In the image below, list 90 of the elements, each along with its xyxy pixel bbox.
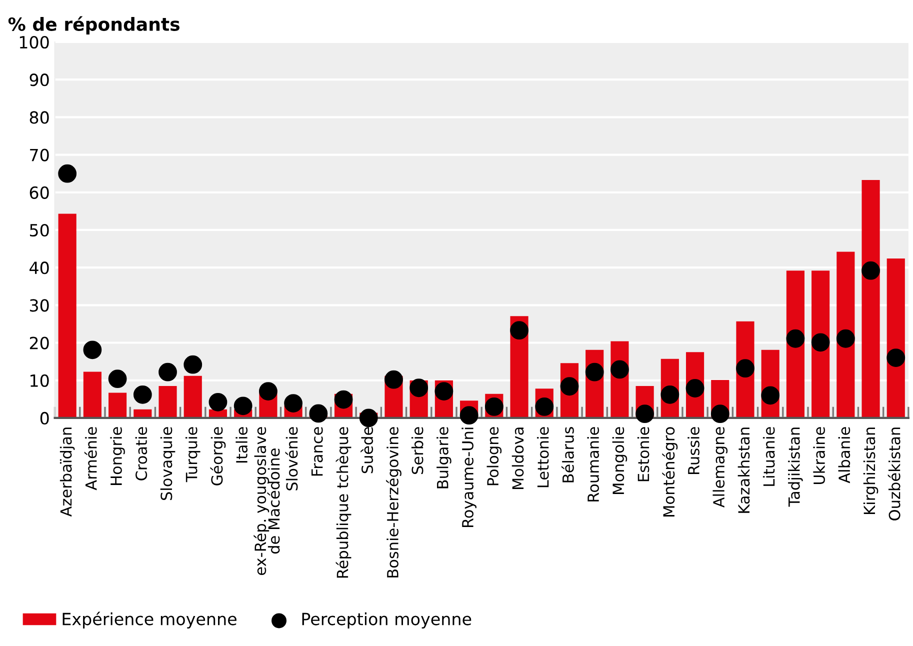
x-tick-label: Allemagne [712,427,728,508]
point [736,359,754,378]
bar [862,180,880,418]
y-tick-label: 90 [30,74,49,86]
point [58,164,77,183]
x-tick-label: Albanie [838,427,850,484]
x-tick-label: Arménie [84,427,97,490]
y-tick-label: 10 [30,374,49,387]
point [158,362,177,382]
x-tick-label: Croatie [135,427,148,480]
x-tick-label: Suède [360,427,374,474]
bar [184,376,202,418]
bar [108,392,127,418]
legend-label: Expérience moyenne [62,612,236,629]
bar [158,386,177,418]
legend-label: Perception moyenne [302,612,472,629]
point [460,406,478,425]
point [660,385,680,404]
x-tick-label: ex-Rép. yougoslave de Macédoine [254,427,280,576]
y-tick-label: 50 [30,224,49,237]
x-tick-label: Géorgie [210,427,226,486]
x-tick-label: Royaume-Uni [462,428,476,528]
x-tick-label: Ouzbékistan [888,428,900,520]
bar [83,372,102,418]
point [284,394,302,412]
x-tick-label: Lettonie [536,427,549,488]
x-tick-label: Slovénie [285,427,298,490]
point [560,377,579,396]
point [83,340,102,360]
x-tick-label: Monténégro [662,427,678,516]
point [686,379,704,398]
point [334,390,353,409]
point [309,404,328,423]
x-tick-label: Bélarus [561,427,574,482]
x-tick-label: Pologne [486,427,502,486]
y-axis-title: % de répondants [8,16,180,34]
point [510,321,528,340]
x-tick-label: Ukraine [813,427,825,484]
y-tick-label: 30 [30,299,49,312]
point [535,397,554,416]
point [184,355,202,374]
point [862,261,880,280]
bar [58,214,76,418]
x-tick-label: Bosnie-Herzégovine [386,427,402,578]
x-tick-label: Lituanie [762,427,775,486]
y-tick-label: 80 [30,111,49,124]
x-tick-label: Italie [236,427,248,463]
x-tick-label: Estonie [637,427,650,482]
y-tick-label: 20 [30,336,49,350]
y-tick-label: 70 [30,148,49,162]
x-tick-label: Azerbaïdjan [60,428,75,517]
point [585,362,604,382]
y-tick-label: 40 [30,262,49,274]
bar [836,252,855,418]
point [610,360,629,379]
point [384,370,403,389]
point [108,370,127,388]
x-tick-label: Hongrie [110,427,125,485]
y-tick-label: 0 [40,412,49,425]
y-tick-label: 100 [20,36,49,49]
point [886,348,906,368]
x-tick-label: Slovaquie [160,427,176,500]
x-tick-label: République tchèque [336,427,352,578]
point [434,382,454,400]
x-tick-label: Mongolie [612,427,628,494]
x-tick-label: Kazakhstan [738,428,750,513]
point [410,378,428,398]
point [133,385,152,404]
point [234,396,252,416]
point [710,404,730,424]
point [359,408,378,428]
point [208,392,228,412]
bar [886,258,905,418]
point [258,382,278,400]
x-tick-label: Kirghizistan [863,428,878,514]
x-tick-label: Russie [688,427,700,474]
point [761,386,780,405]
point [811,333,830,352]
x-tick-label: Roumanie [587,427,600,502]
x-tick-label: Tadjikistan [788,428,803,507]
x-tick-label: Turquie [185,427,200,482]
point [786,329,805,348]
x-tick-label: Moldova [512,428,524,490]
y-tick-label: 60 [30,186,49,199]
point [836,329,855,348]
point [484,397,504,416]
x-tick-label: Serbie [411,427,424,474]
x-tick-label: Bulgarie [436,427,452,488]
point [636,404,654,424]
x-tick-label: France [311,427,323,476]
